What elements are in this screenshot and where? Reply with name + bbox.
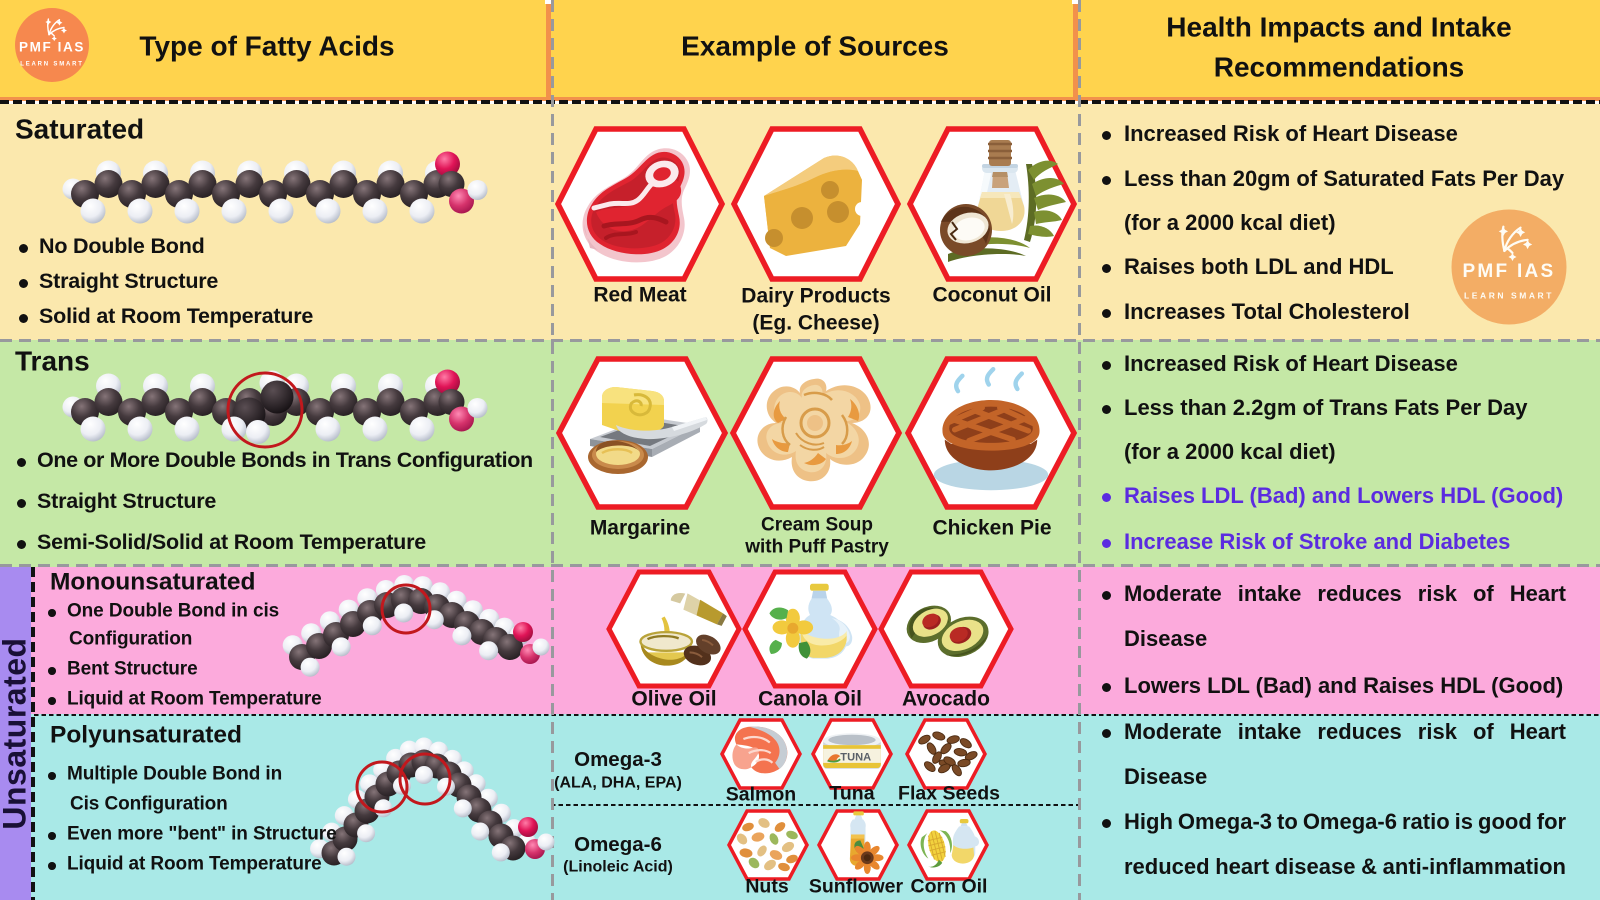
svg-text:PMF IAS: PMF IAS: [1462, 261, 1555, 282]
svg-text:LEARN SMART: LEARN SMART: [1464, 291, 1554, 301]
svg-text:PMF IAS: PMF IAS: [19, 39, 85, 54]
svg-text:LEARN SMART: LEARN SMART: [20, 61, 83, 67]
svg-text:TUNA: TUNA: [840, 752, 871, 764]
